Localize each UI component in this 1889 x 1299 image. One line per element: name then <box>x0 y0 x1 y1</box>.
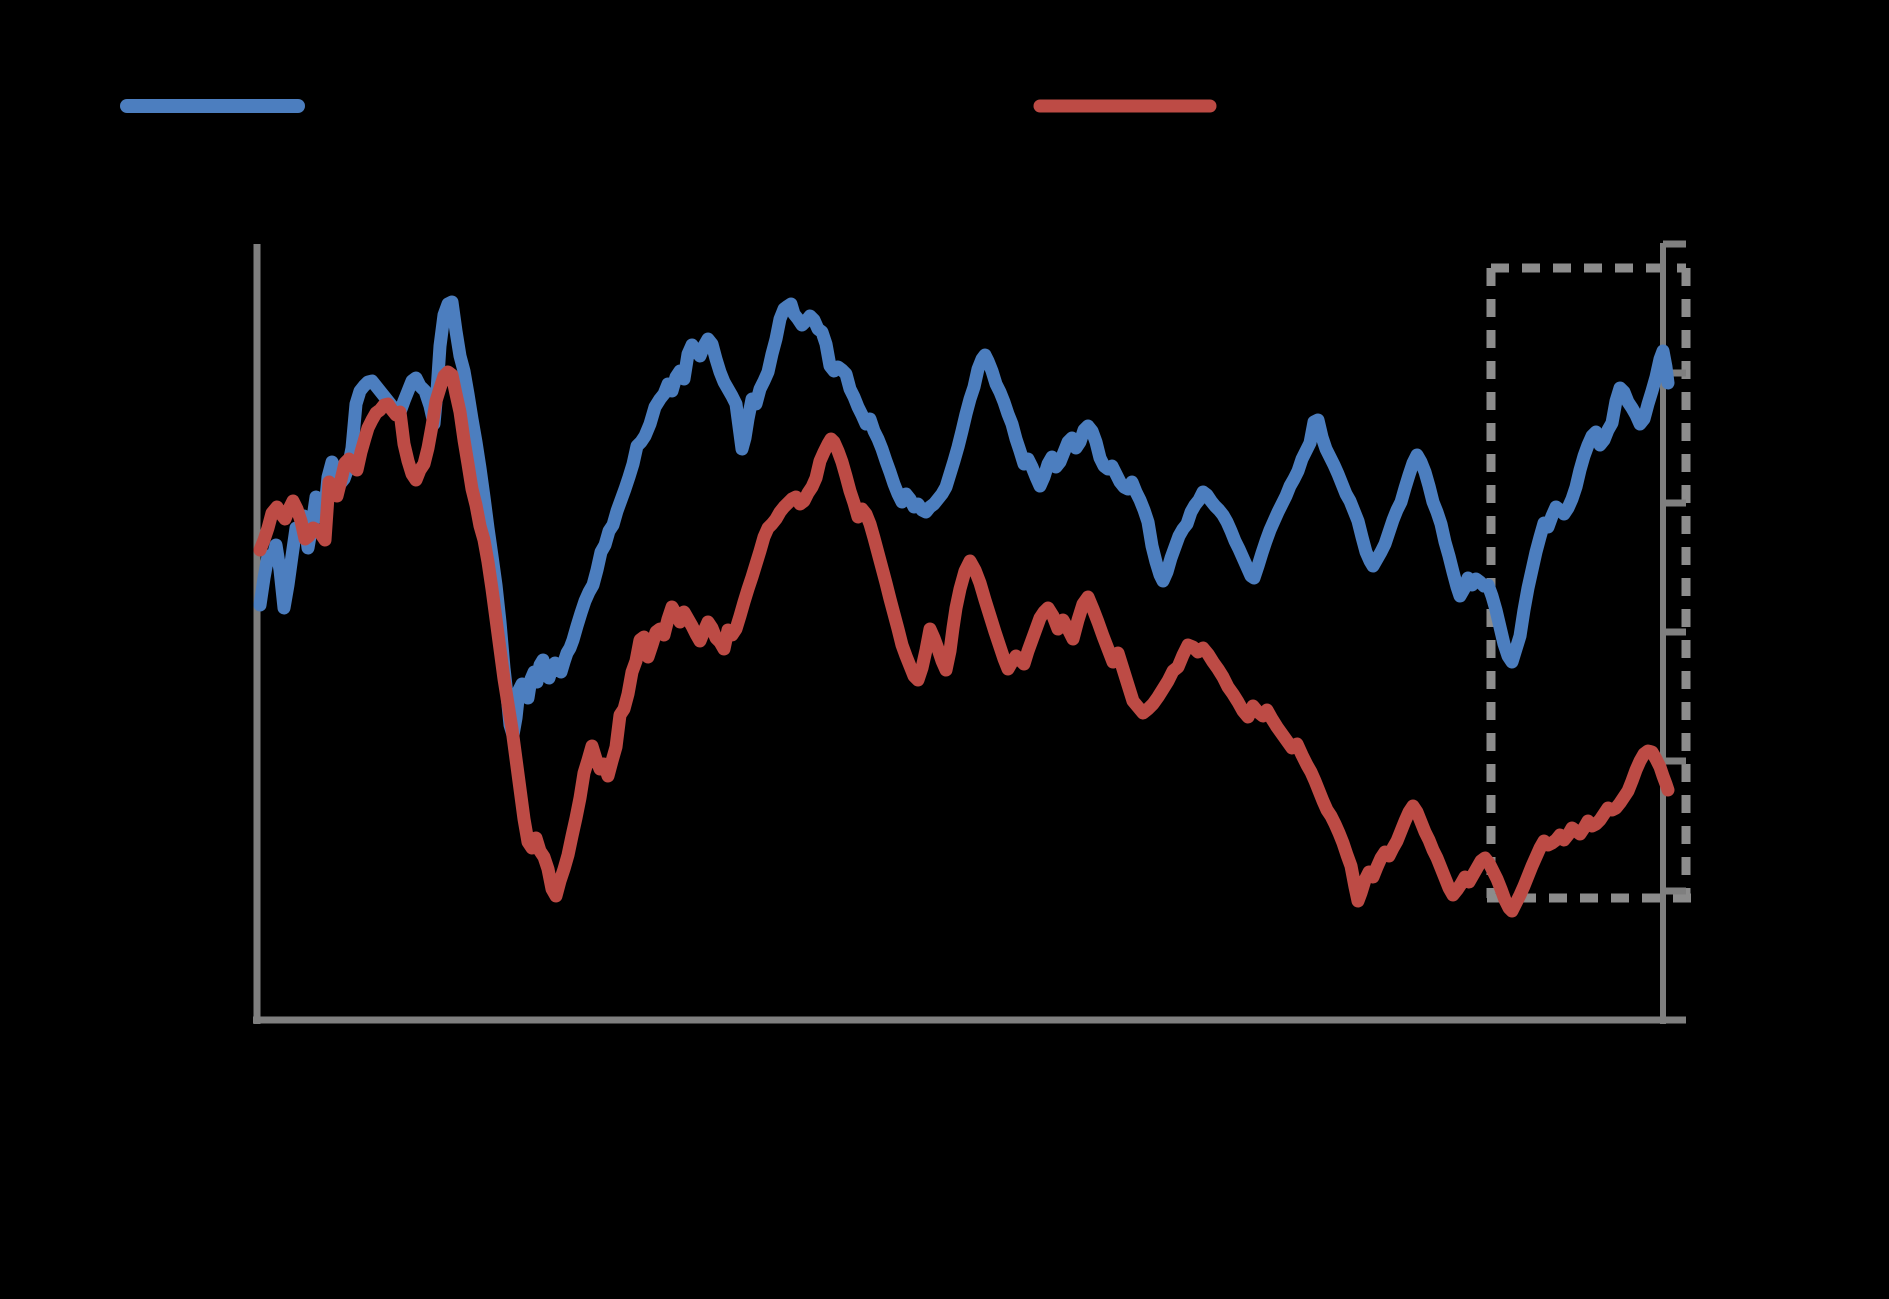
series-red-line <box>253 365 1675 918</box>
